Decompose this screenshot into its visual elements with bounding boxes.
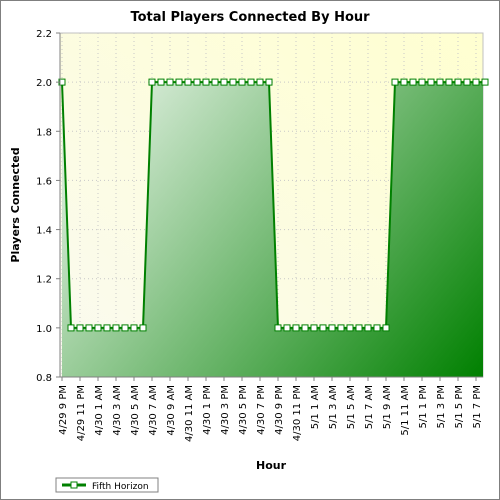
x-tick-label: 5/1 3 PM [436, 385, 447, 428]
y-tick-label: 2.2 [36, 29, 52, 40]
data-point [301, 324, 309, 332]
data-point [400, 78, 408, 86]
data-point [418, 78, 426, 86]
x-tick-label: 4/29 11 PM [76, 385, 87, 441]
x-tick-label: 4/29 9 PM [58, 385, 69, 435]
x-tick-label: 5/1 11 AM [400, 385, 411, 436]
series-area-fill [62, 82, 483, 377]
data-point [85, 324, 93, 332]
data-point [238, 78, 246, 86]
x-tick-label: 4/30 1 AM [94, 385, 105, 436]
x-tick-label: 4/30 11 AM [184, 385, 195, 442]
y-tick-label: 2.0 [36, 78, 52, 89]
x-tick-label: 4/30 1 PM [202, 385, 213, 435]
x-tick-label: 5/1 5 PM [454, 385, 465, 428]
data-point [409, 78, 417, 86]
y-axis-ticks: 0.8 1.0 1.2 1.4 1.6 1.8 2.0 2.2 [36, 29, 60, 384]
x-tick-label: 5/1 1 AM [310, 385, 321, 429]
y-tick-label: 1.6 [36, 176, 52, 187]
data-point [472, 78, 480, 86]
data-point [265, 78, 273, 86]
x-tick-label: 4/30 5 PM [238, 385, 249, 435]
x-axis-ticks: 4/29 9 PM 4/29 11 PM 4/30 1 AM 4/30 3 AM 4/3… [58, 377, 483, 442]
x-tick-label: 4/30 7 AM [148, 385, 159, 436]
data-point [274, 324, 282, 332]
data-point [175, 78, 183, 86]
x-tick-label: 5/1 9 AM [382, 385, 393, 429]
y-tick-label: 1.2 [36, 275, 52, 286]
x-tick-label: 4/30 3 AM [112, 385, 123, 436]
data-point [193, 78, 201, 86]
x-tick-label: 4/30 7 PM [256, 385, 267, 435]
data-point [481, 78, 489, 86]
x-axis-label: Hour [256, 459, 287, 472]
legend: Fifth Horizon [55, 477, 159, 493]
x-tick-label: 4/30 5 AM [130, 385, 141, 436]
x-tick-label: 4/30 9 PM [274, 385, 285, 435]
data-point [202, 78, 210, 86]
data-point [382, 324, 390, 332]
y-tick-label: 1.0 [36, 324, 52, 335]
x-tick-label: 4/30 11 PM [292, 385, 303, 441]
data-point [436, 78, 444, 86]
data-point [67, 324, 75, 332]
data-point [427, 78, 435, 86]
data-point [229, 78, 237, 86]
x-tick-label: 5/1 5 AM [346, 385, 357, 429]
data-point [364, 324, 372, 332]
data-point [256, 78, 264, 86]
data-point [94, 324, 102, 332]
legend-label: Fifth Horizon [92, 482, 149, 492]
data-point [373, 324, 381, 332]
data-point [211, 78, 219, 86]
data-point [247, 78, 255, 86]
y-tick-label: 1.4 [36, 226, 52, 237]
y-tick-label: 1.8 [36, 127, 52, 138]
data-point [328, 324, 336, 332]
data-point [463, 78, 471, 86]
x-tick-label: 4/30 3 PM [220, 385, 231, 435]
data-point [148, 78, 156, 86]
data-point [319, 324, 327, 332]
x-tick-label: 5/1 7 PM [472, 385, 483, 428]
x-tick-label: 5/1 7 AM [364, 385, 375, 429]
data-point [310, 324, 318, 332]
x-tick-label: 4/30 9 AM [166, 385, 177, 436]
y-axis-label: Players Connected [9, 147, 22, 262]
data-point [292, 324, 300, 332]
legend-box [55, 477, 159, 493]
data-point [76, 324, 84, 332]
data-point [220, 78, 228, 86]
data-point [130, 324, 138, 332]
x-tick-label: 5/1 3 AM [328, 385, 339, 429]
data-point [346, 324, 354, 332]
data-point [184, 78, 192, 86]
chart-title: Total Players Connected By Hour [130, 10, 370, 25]
x-tick-label: 5/1 1 PM [418, 385, 429, 428]
data-point [445, 78, 453, 86]
data-point [121, 324, 129, 332]
data-point [355, 324, 363, 332]
data-point [454, 78, 462, 86]
data-point [139, 324, 147, 332]
legend-swatch-marker [70, 481, 78, 489]
data-point [112, 324, 120, 332]
data-point [103, 324, 111, 332]
data-point [157, 78, 165, 86]
data-point [337, 324, 345, 332]
data-point [283, 324, 291, 332]
data-point [391, 78, 399, 86]
series-points [58, 78, 489, 332]
y-tick-label: 0.8 [36, 373, 52, 384]
data-point [166, 78, 174, 86]
